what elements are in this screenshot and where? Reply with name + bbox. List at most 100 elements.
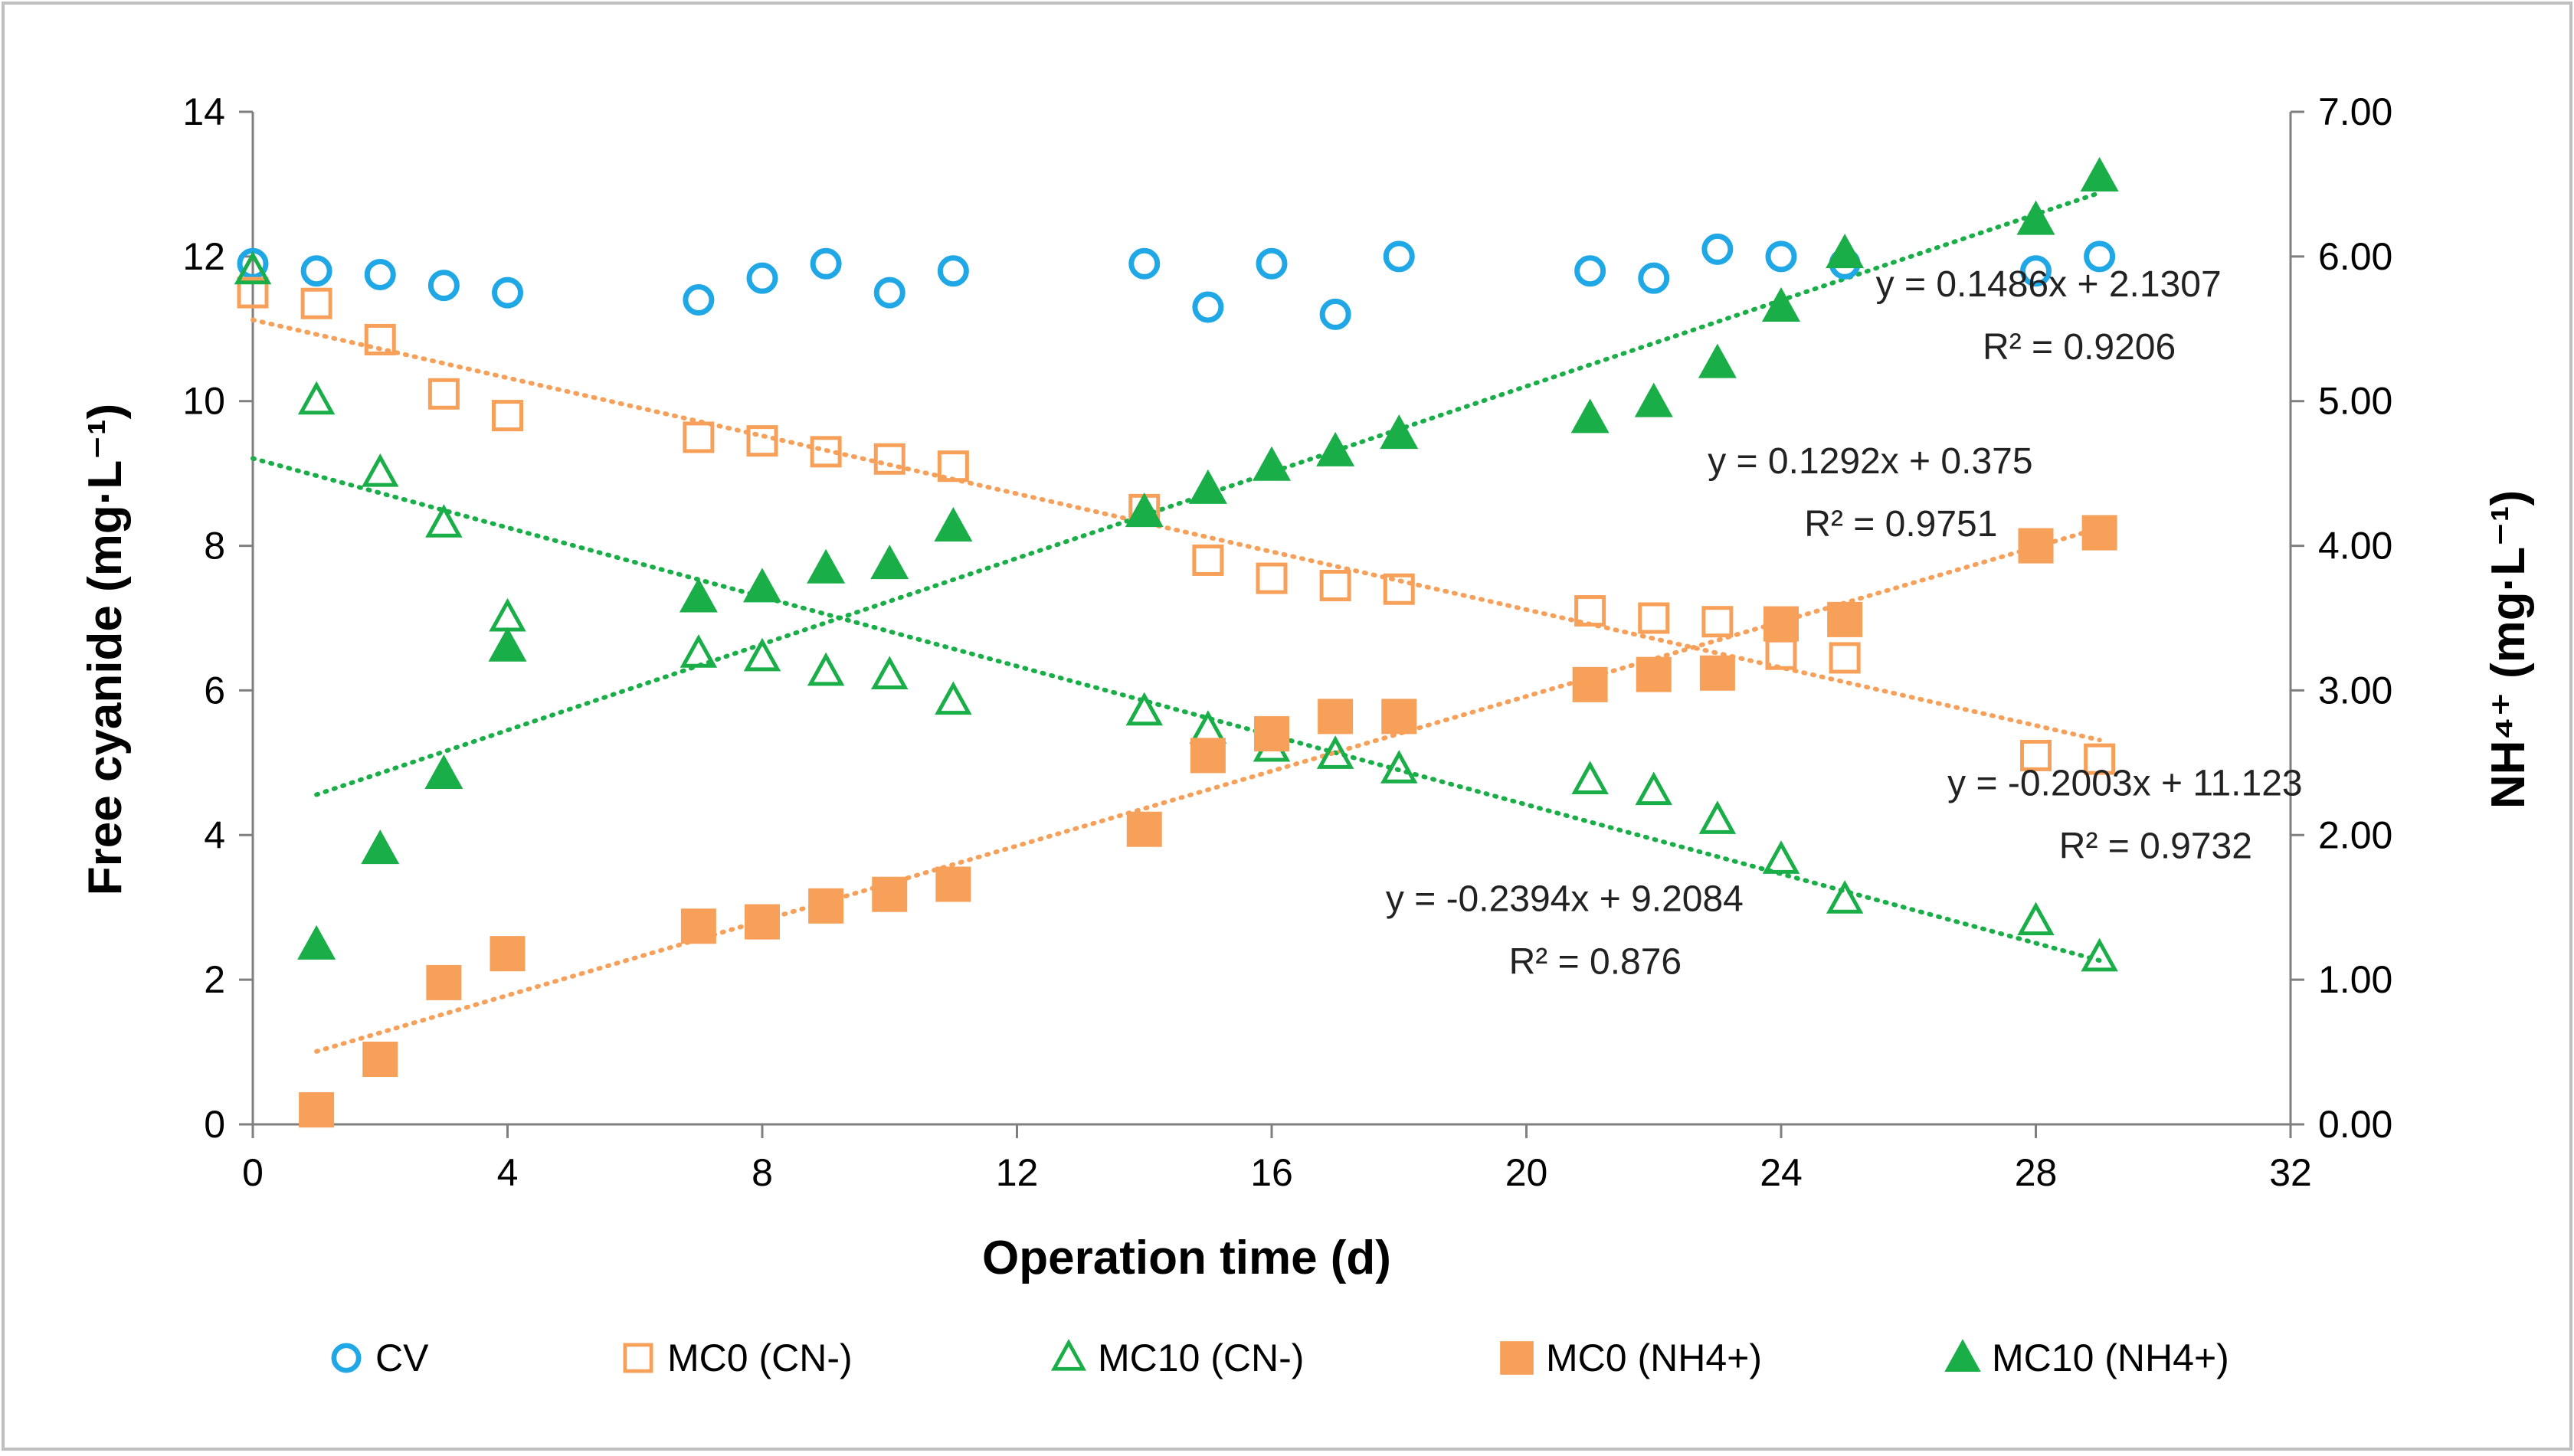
data-point-mc0-nh4 — [299, 1092, 335, 1128]
data-point-mc0-nh4 — [680, 908, 716, 944]
r2-mc0-cn: R² = 0.9732 — [2059, 826, 2252, 866]
data-point-mc0-cn — [364, 323, 396, 355]
legend-label-cv: CV — [375, 1337, 429, 1379]
legend-item-mc0-nh4: MC0 (NH4+) — [1500, 1337, 1762, 1379]
data-point-mc10-nh4 — [361, 829, 400, 865]
x-axis-title: Operation time (d) — [982, 1232, 1391, 1284]
equation-mc0-cn: y = -0.2003x + 11.123 — [1947, 763, 2302, 803]
trendline-mc0-nh4 — [314, 525, 2102, 1054]
series-mc10-cn — [234, 250, 2118, 972]
data-point-mc10-cn — [743, 637, 781, 672]
data-point-mc0-cn — [427, 378, 460, 410]
data-point-cv — [810, 247, 842, 280]
data-point-mc0-cn — [937, 450, 969, 483]
data-point-cv — [1701, 233, 1734, 265]
data-point-mc0-cn — [1829, 642, 1861, 674]
y2-tick-label: 4.00 — [2318, 525, 2392, 568]
data-point-mc10-cn — [297, 381, 336, 415]
data-point-mc0-cn — [2084, 743, 2116, 775]
equation-mc10-nh4: y = 0.1486x + 2.1307 — [1876, 264, 2222, 305]
data-point-mc10-nh4 — [743, 568, 781, 603]
x-tick-label: 4 — [497, 1151, 519, 1194]
data-point-cv — [364, 258, 396, 290]
trendline-mc10-cn — [251, 456, 2102, 964]
data-point-mc10-cn — [1762, 840, 1800, 874]
data-point-mc10-nh4 — [1634, 382, 1673, 417]
data-point-mc0-nh4 — [426, 964, 462, 1000]
data-point-cv — [300, 255, 332, 287]
data-point-mc10-cn — [1698, 800, 1737, 834]
data-point-mc0-cn — [1256, 562, 1288, 594]
data-point-mc10-cn — [234, 250, 272, 285]
legend-marker-mc10-cn — [1050, 1339, 1087, 1371]
equation-mc10-cn: y = -0.2394x + 9.2084 — [1386, 879, 1744, 919]
y2-axis-title: NH⁴⁺ (mg·L⁻¹) — [2482, 490, 2535, 809]
data-point-mc0-nh4 — [490, 936, 526, 972]
data-point-mc10-cn — [1316, 735, 1354, 769]
legend-item-mc0-cn: MC0 (CN-) — [623, 1337, 853, 1379]
equation-mc0-nh4: y = 0.1292x + 0.375 — [1708, 441, 2032, 482]
x-tick-label: 12 — [996, 1151, 1039, 1194]
equations-layer: y = -0.2003x + 11.123 R² = 0.9732 y = -0.2… — [1386, 264, 2303, 983]
data-point-mc0-cn — [1192, 544, 1224, 576]
y2-tick-label: 6.00 — [2318, 235, 2392, 278]
y2-tick-label: 3.00 — [2318, 669, 2392, 712]
data-point-mc0-cn — [300, 287, 332, 319]
data-point-cv — [2084, 240, 2116, 273]
data-point-mc10-nh4 — [1125, 492, 1164, 528]
y2-tick-label: 7.00 — [2318, 90, 2392, 133]
data-point-mc0-nh4 — [808, 888, 844, 924]
data-point-mc10-cn — [871, 656, 909, 690]
data-point-mc0-cn — [1319, 570, 1351, 602]
legend-marker-mc0-cn — [623, 1343, 653, 1373]
data-point-mc0-cn — [492, 400, 523, 432]
data-point-mc0-nh4 — [1699, 655, 1735, 691]
data-point-mc0-nh4 — [1763, 606, 1799, 642]
data-point-mc0-nh4 — [2018, 528, 2054, 564]
data-point-mc10-nh4 — [807, 548, 846, 584]
data-point-mc10-cn — [425, 504, 463, 538]
data-point-mc10-nh4 — [934, 507, 973, 542]
legend-label-mc10-cn: MC10 (CN-) — [1098, 1337, 1304, 1379]
x-tick-label: 20 — [1505, 1151, 1548, 1194]
data-point-mc10-nh4 — [1380, 414, 1419, 450]
y-tick-label: 12 — [182, 235, 225, 278]
data-point-mc0-nh4 — [745, 904, 780, 940]
data-point-mc0-cn — [1638, 602, 1670, 634]
y2-tick-label: 0.00 — [2318, 1103, 2392, 1146]
data-point-mc10-cn — [2081, 937, 2118, 972]
data-point-cv — [1574, 255, 1606, 287]
data-point-cv — [1192, 291, 1224, 323]
data-point-mc10-cn — [1635, 771, 1672, 806]
legend-label-mc0-cn: MC0 (CN-) — [667, 1337, 853, 1379]
x-tick-label: 0 — [242, 1151, 264, 1194]
legend-marker-mc10-nh4 — [1944, 1339, 1981, 1373]
data-point-mc10-cn — [2017, 901, 2055, 936]
y-tick-label: 14 — [182, 90, 225, 133]
data-point-mc10-cn — [1571, 761, 1609, 794]
y-tick-label: 2 — [204, 958, 225, 1001]
data-point-mc10-nh4 — [488, 627, 527, 662]
data-point-cv — [237, 247, 269, 280]
data-point-mc10-cn — [1826, 880, 1864, 914]
legend-item-mc10-cn: MC10 (CN-) — [1050, 1337, 1304, 1379]
data-point-mc0-cn — [873, 443, 905, 475]
data-point-cv — [1128, 247, 1161, 280]
data-point-mc0-nh4 — [362, 1042, 398, 1078]
y-axis-title: Free cyanide (mg·L⁻¹) — [79, 404, 132, 896]
data-point-mc0-nh4 — [1126, 811, 1162, 847]
legend-label-mc0-nh4: MC0 (NH4+) — [1546, 1337, 1762, 1379]
legend-item-cv: CV — [331, 1337, 429, 1379]
y-tick-label: 0 — [204, 1103, 225, 1146]
x-tick-label: 24 — [1760, 1151, 1803, 1194]
x-tick-label: 32 — [2269, 1151, 2312, 1194]
data-point-mc10-cn — [935, 681, 972, 715]
data-point-cv — [1383, 240, 1415, 273]
data-point-cv — [492, 276, 523, 309]
data-point-mc0-nh4 — [2081, 515, 2117, 551]
data-point-mc10-cn — [680, 634, 718, 668]
data-point-mc10-nh4 — [1698, 343, 1737, 378]
axes-layer: 024681012140.001.002.003.004.005.006.007… — [182, 90, 2392, 1194]
data-point-cv — [873, 276, 905, 309]
